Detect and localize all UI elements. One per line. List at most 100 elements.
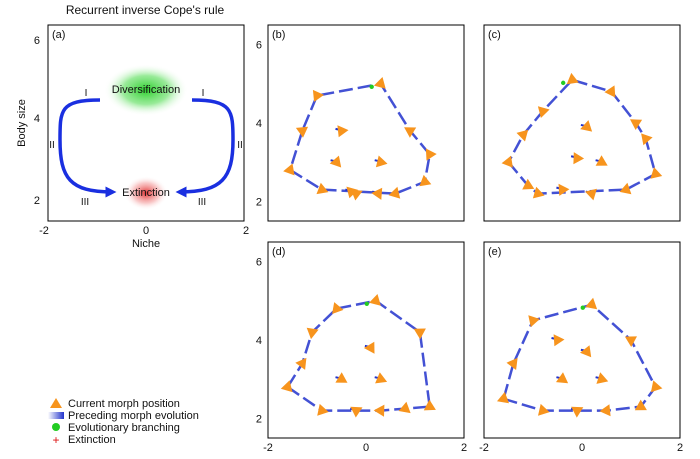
panel-d-morph-marker-4 (363, 341, 375, 354)
panel-c-morph-marker-2 (537, 106, 550, 118)
panel-c-morph-marker-7 (573, 152, 585, 165)
panel-b-ytick-4: 4 (256, 118, 262, 130)
legend-branching-label: Evolutionary branching (68, 422, 180, 434)
panel-c-morph-marker-15 (532, 186, 545, 199)
panel-d: (d) 2 4 6 -2 0 2 (256, 241, 467, 454)
panel-b-morph-marker-12 (371, 187, 383, 200)
panel-b-evolution-trail (288, 82, 432, 195)
panel-e-morph-marker-9 (497, 391, 509, 404)
panel-e-xtick--2: -2 (479, 442, 489, 454)
panel-c-morph-marker-10 (650, 167, 663, 179)
panel-c-morph-marker-12 (558, 183, 570, 196)
panel-e-morph-marker-5 (506, 357, 518, 370)
right-cycle-arrow (175, 98, 235, 198)
panel-c-evolution-trail (506, 78, 657, 195)
panel-e-morph-marker-4 (580, 345, 592, 358)
panel-c-label: (c) (488, 29, 501, 41)
panel-b-morph-marker-9 (419, 174, 432, 187)
panel-d-ytick-4: 4 (256, 335, 262, 347)
legend-extinction-plus-icon: + (52, 433, 59, 447)
panel-a-xtick-neg2: -2 (39, 225, 49, 237)
panel-b-branching-dot (369, 84, 374, 90)
panel-e-evolution-trail (502, 303, 657, 412)
panel-e-xtick-0: 0 (579, 442, 585, 454)
panel-c-morph-marker-11 (522, 178, 535, 190)
panel-d-morph-marker-9 (423, 399, 436, 411)
panel-d-morph-marker-11 (350, 406, 363, 418)
panel-b-morph-marker-6 (329, 155, 342, 168)
extinction-glow (124, 176, 168, 210)
panel-d-morph-marker-2 (306, 327, 319, 340)
panel-b-morph-marker-14 (350, 189, 363, 201)
panel-b-morph-marker-5 (425, 148, 437, 161)
panel-b-ytick-2: 2 (256, 196, 262, 208)
panel-d-morph-marker-8 (280, 380, 293, 393)
panel-a-frame (47, 24, 245, 222)
panel-c-morph-marker-6 (641, 133, 653, 146)
panel-b-morph-marker-13 (388, 186, 401, 199)
legend-morph-triangle-icon (50, 398, 62, 408)
figure-title: Recurrent inverse Cope's rule (66, 3, 225, 17)
legend-branching-dot-icon (52, 423, 60, 431)
panel-e-morph-marker-7 (596, 372, 609, 384)
panel-d-morph-marker-5 (295, 357, 307, 370)
panel-b-morph-marker-0 (312, 89, 324, 102)
panel-c: (c) (483, 24, 681, 222)
panel-d-xtick-0: 0 (363, 442, 369, 454)
panel-e-branching-dot (580, 305, 585, 310)
panel-d-branching-dot (364, 301, 369, 306)
panel-c-morph-marker-8 (595, 155, 608, 166)
panel-d-label: (d) (272, 246, 285, 258)
panel-e-morph-marker-13 (599, 404, 611, 417)
panel-e-morph-marker-3 (624, 336, 637, 347)
diversification-glow (104, 64, 188, 116)
panel-a-xtick-2: 2 (243, 225, 249, 237)
phase-label-right-3: III (198, 197, 206, 208)
panel-b-morph-marker-7 (375, 155, 388, 168)
panel-c-frame (483, 24, 681, 222)
panel-c-morph-marker-0 (566, 72, 579, 85)
panel-d-morph-marker-1 (369, 294, 381, 306)
panel-d-morph-marker-6 (335, 372, 348, 383)
legend-extinction-label: Extinction (68, 434, 116, 446)
panel-e-frame (483, 241, 681, 439)
x-axis-label: Niche (132, 238, 160, 250)
panel-e-xtick-2: 2 (677, 442, 683, 454)
panel-b-morph-marker-8 (283, 163, 295, 176)
diversification-label: Diversification (112, 84, 180, 96)
phase-label-left-3: III (81, 197, 89, 208)
phase-label-left-1: I (85, 88, 88, 99)
y-axis-label: Body size (16, 99, 28, 147)
panel-a-ytick-2: 2 (34, 195, 40, 207)
panel-b-morph-marker-2 (295, 126, 308, 138)
panel-a: (a) Diversification Extinction I II III … (16, 24, 249, 250)
panel-a-ytick-4: 4 (34, 113, 40, 125)
panel-d-xtick-2: 2 (461, 442, 467, 454)
panel-e-morph-marker-12 (571, 406, 584, 418)
legend-evolution-bar-icon (48, 412, 64, 419)
panel-e-morph-marker-8 (650, 380, 663, 393)
panel-c-morph-marker-5 (516, 129, 529, 142)
panel-b-morph-marker-3 (337, 125, 349, 138)
panel-c-morph-marker-9 (501, 155, 513, 168)
panel-b-morph-marker-10 (316, 182, 329, 195)
panel-b-morph-marker-4 (404, 127, 417, 138)
panel-e: (e) -2 0 2 (479, 241, 683, 454)
panel-e-morph-marker-1 (585, 297, 598, 310)
panel-c-morph-marker-3 (630, 119, 643, 130)
panel-d-morph-marker-12 (373, 404, 385, 417)
left-cycle-arrow (58, 98, 117, 198)
phase-label-left-2: II (49, 140, 55, 151)
panel-c-morph-marker-1 (604, 85, 616, 98)
panel-d-ytick-2: 2 (256, 413, 262, 425)
panel-a-label: (a) (52, 29, 65, 41)
legend-morph-label: Current morph position (68, 398, 180, 410)
phase-label-right-2: II (237, 140, 243, 151)
panel-b-morph-marker-1 (373, 77, 386, 89)
panel-c-morph-marker-13 (585, 188, 597, 201)
panel-d-morph-marker-10 (317, 403, 329, 416)
panel-d-frame (267, 241, 465, 439)
extinction-label: Extinction (122, 187, 170, 199)
panel-d-ytick-6: 6 (256, 257, 262, 269)
